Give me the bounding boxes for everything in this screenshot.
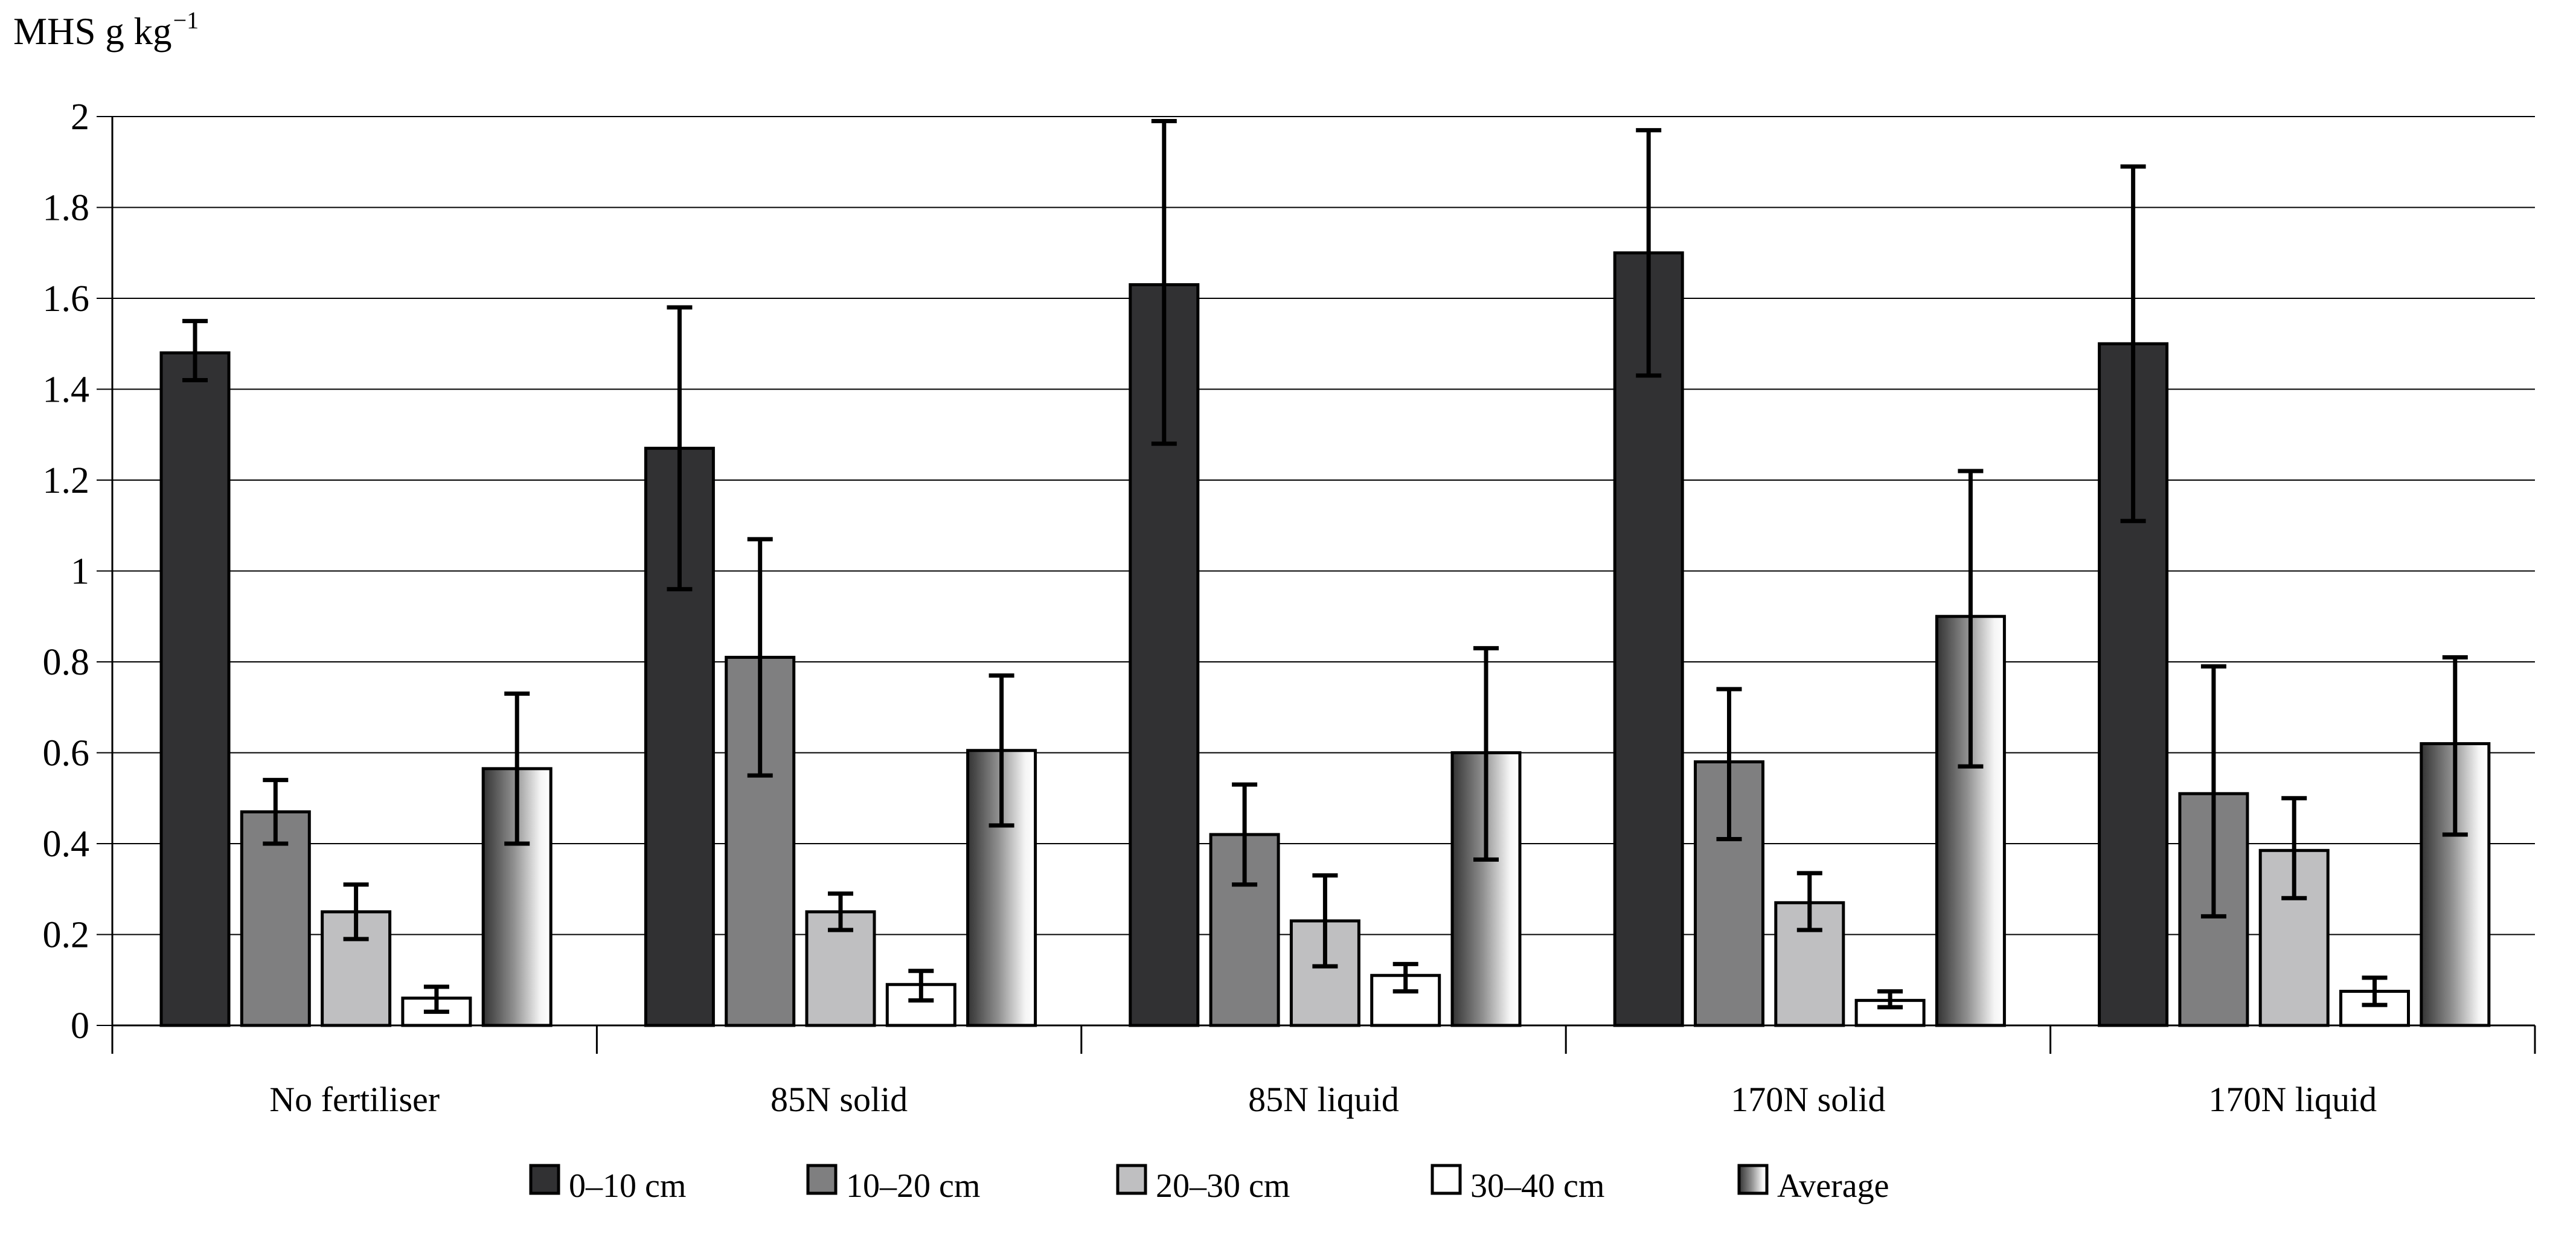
y-tick-label: 2 [71,97,89,138]
y-tick-label: 1.8 [43,188,90,229]
chart-title: MHS g kg−1 [13,7,199,54]
y-tick-label: 0.4 [43,824,90,865]
y-tick-label: 1.6 [43,278,90,319]
x-category-label-85n-liquid: 85N liquid [1248,1080,1399,1119]
x-category-label-no-fertiliser: No fertiliser [269,1080,440,1119]
legend-swatch-average [1737,1164,1769,1195]
bar-0-10-cm-85n-liquid [1129,283,1200,1027]
y-tick-label: 0 [71,1005,89,1047]
y-tick-label: 0.8 [43,642,90,683]
legend-swatch-10-20-cm [806,1164,838,1195]
x-category-label-170n-solid: 170N solid [1731,1080,1885,1119]
legend-label-10-20-cm: 10–20 cm [846,1167,980,1205]
chart-title-superscript: −1 [173,7,199,34]
legend-swatch-30-40-cm [1431,1164,1462,1195]
y-tick-label: 0.6 [43,733,90,774]
chart-title-text: MHS g kg [13,10,172,53]
bar-0-10-cm-no-fertiliser [159,351,231,1027]
legend-label-average: Average [1777,1167,1889,1205]
legend-label-0-10-cm: 0–10 cm [569,1167,686,1205]
y-tick-label: 0.2 [43,915,90,956]
x-category-label-170n-liquid: 170N liquid [2208,1080,2377,1119]
y-tick-label: 1 [71,551,89,592]
y-tick-label: 1.2 [43,460,90,501]
legend-label-20-30-cm: 20–30 cm [1156,1167,1290,1205]
legend-label-30-40-cm: 30–40 cm [1470,1167,1604,1205]
legend-swatch-0-10-cm [529,1164,560,1195]
x-category-label-85n-solid: 85N solid [771,1080,908,1119]
y-tick-label: 1.4 [43,370,90,411]
legend-swatch-20-30-cm [1116,1164,1147,1195]
